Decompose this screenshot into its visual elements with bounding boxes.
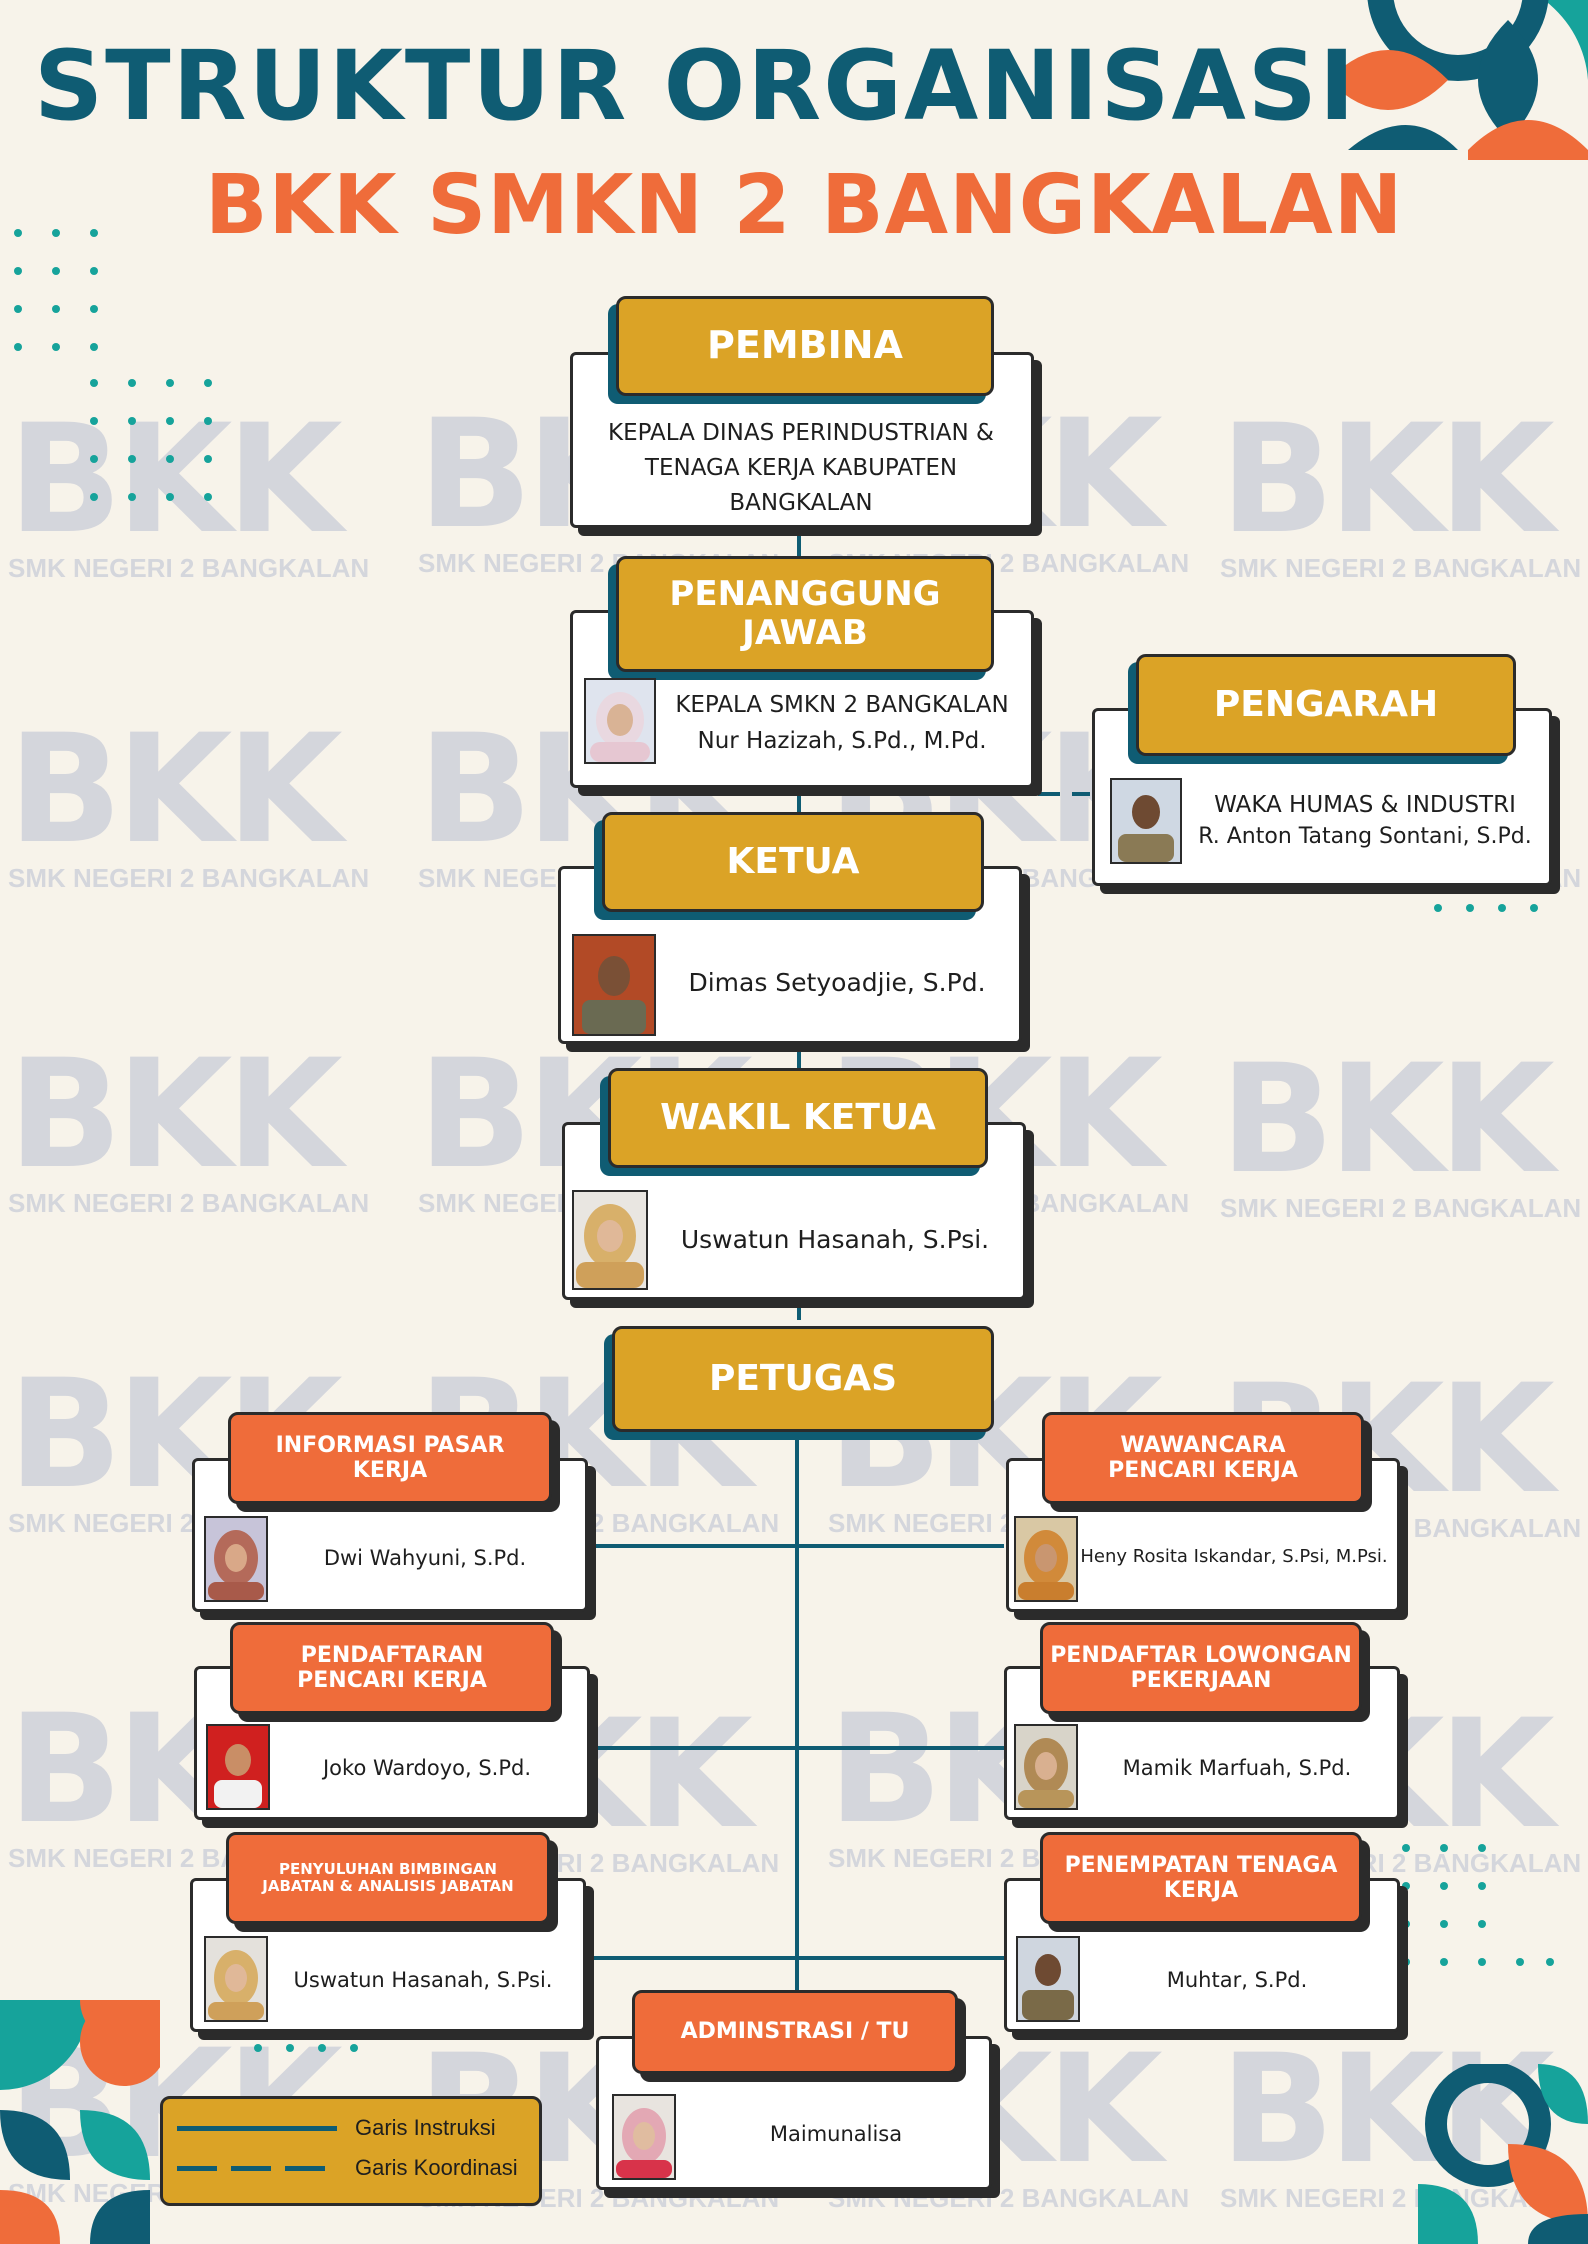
photo-maimunalisa — [612, 2094, 676, 2180]
administrasi-header: ADMINSTRASI / TU — [632, 1990, 958, 2074]
pendaftaran-header: PENDAFTARAN PENCARI KERJA — [230, 1622, 554, 1714]
line-row1 — [584, 1544, 1004, 1548]
legend-koordinasi-label: Garis Koordinasi — [355, 2155, 518, 2180]
wakil-ketua-name: Uswatun Hasanah, S.Psi. — [680, 1225, 990, 1254]
corner-decoration-bottom-left — [0, 2000, 160, 2244]
photo-nur-hazizah — [584, 678, 656, 764]
photo-dwi-wahyuni — [204, 1516, 268, 1602]
penanggung-jawab-name: Nur Hazizah, S.Pd., M.Pd. — [697, 728, 987, 754]
pembina-header: PEMBINA — [616, 296, 994, 396]
legend: Garis Instruksi Garis Koordinasi — [160, 2096, 542, 2206]
ketua-header: KETUA — [602, 812, 984, 912]
dots-decoration-right — [1434, 904, 1538, 912]
pengarah-name: R. Anton Tatang Sontani, S.Pd. — [1198, 824, 1532, 849]
photo-muhtar — [1016, 1936, 1080, 2022]
wawancara-header: WAWANCARA PENCARI KERJA — [1042, 1412, 1364, 1504]
line-row2 — [586, 1746, 1004, 1750]
page-title: STRUKTUR ORGANISASI — [34, 30, 1357, 142]
photo-dimas-setyoadjie — [572, 934, 656, 1036]
watermark-school-text: SMK NEGERI 2 BANGKALAN — [8, 553, 370, 583]
wawancara-name: Heny Rosita Iskandar, S.Psi, M.Psi. — [1080, 1546, 1388, 1567]
photo-mamik-marfuah — [1014, 1724, 1078, 1810]
pendaftar-lowongan-name: Mamik Marfuah, S.Pd. — [1122, 1756, 1352, 1780]
ketua-name: Dimas Setyoadjie, S.Pd. — [688, 968, 986, 997]
informasi-name: Dwi Wahyuni, S.Pd. — [323, 1546, 527, 1570]
watermark-logo-text: BKK — [1220, 393, 1555, 567]
legend-solid-line — [177, 2125, 337, 2131]
pendaftaran-name: Joko Wardoyo, S.Pd. — [322, 1756, 531, 1780]
pendaftar-lowongan-header: PENDAFTAR LOWONGAN PEKERJAAN — [1040, 1622, 1362, 1714]
penyuluhan-name: Uswatun Hasanah, S.Psi. — [293, 1968, 553, 1992]
penyuluhan-header: PENYULUHAN BIMBINGAN JABATAN & ANALISIS J… — [226, 1832, 550, 1924]
penempatan-name: Muhtar, S.Pd. — [1166, 1968, 1308, 1992]
page-subtitle: BKK SMKN 2 BANGKALAN — [205, 158, 1404, 253]
legend-dashed-line — [177, 2165, 337, 2171]
photo-joko-wardoyo — [206, 1724, 270, 1810]
corner-decoration-top-right — [1328, 0, 1588, 160]
pembina-position: KEPALA DINAS PERINDUSTRIAN & TENAGA KERJA… — [608, 420, 994, 516]
penanggung-jawab-header: PENANGGUNG JAWAB — [616, 556, 994, 672]
watermark-logo-text: BKK — [8, 393, 343, 567]
petugas-header: PETUGAS — [612, 1326, 994, 1432]
line-koordinasi-pengarah — [800, 792, 1090, 796]
photo-anton-tatang — [1110, 778, 1182, 864]
line-main-vertical-petugas — [795, 1430, 799, 1990]
watermark-school-text: SMK NEGERI 2 BANGKALAN — [8, 1188, 370, 1218]
photo-heny-rosita — [1014, 1516, 1078, 1602]
watermark-logo-text: BKK — [1220, 1033, 1555, 1207]
dots-decoration-left — [14, 229, 212, 501]
photo-uswatun-hasanah-2 — [204, 1936, 268, 2022]
corner-decoration-bottom-right — [1418, 2064, 1588, 2244]
watermark-school-text: SMK NEGERI 2 BANGKALAN — [8, 863, 370, 893]
watermark-logo-text: BKK — [8, 1028, 343, 1202]
dots-decoration-bottom-left — [254, 2044, 358, 2052]
pengarah-header: PENGARAH — [1136, 654, 1516, 756]
photo-uswatun-hasanah — [572, 1190, 648, 1290]
line-row3 — [578, 1956, 1004, 1960]
penanggung-jawab-position: KEPALA SMKN 2 BANGKALAN — [675, 692, 1009, 718]
watermark-school-text: SMK NEGERI 2 BANGKALAN — [1220, 1193, 1582, 1223]
administrasi-name: Maimunalisa — [769, 2122, 903, 2146]
legend-instruksi-label: Garis Instruksi — [355, 2115, 496, 2140]
penempatan-header: PENEMPATAN TENAGA KERJA — [1040, 1832, 1362, 1924]
watermark-logo-text: BKK — [8, 703, 343, 877]
pengarah-position: WAKA HUMAS & INDUSTRI — [1214, 792, 1516, 818]
dots-decoration-bottom-right — [1402, 1844, 1554, 1966]
informasi-header: INFORMASI PASAR KERJA — [228, 1412, 552, 1504]
watermark-logo-text: BKK — [1220, 2023, 1555, 2197]
watermark-school-text: SMK NEGERI 2 BANGKALAN — [1220, 553, 1582, 583]
wakil-ketua-header: WAKIL KETUA — [608, 1068, 988, 1168]
